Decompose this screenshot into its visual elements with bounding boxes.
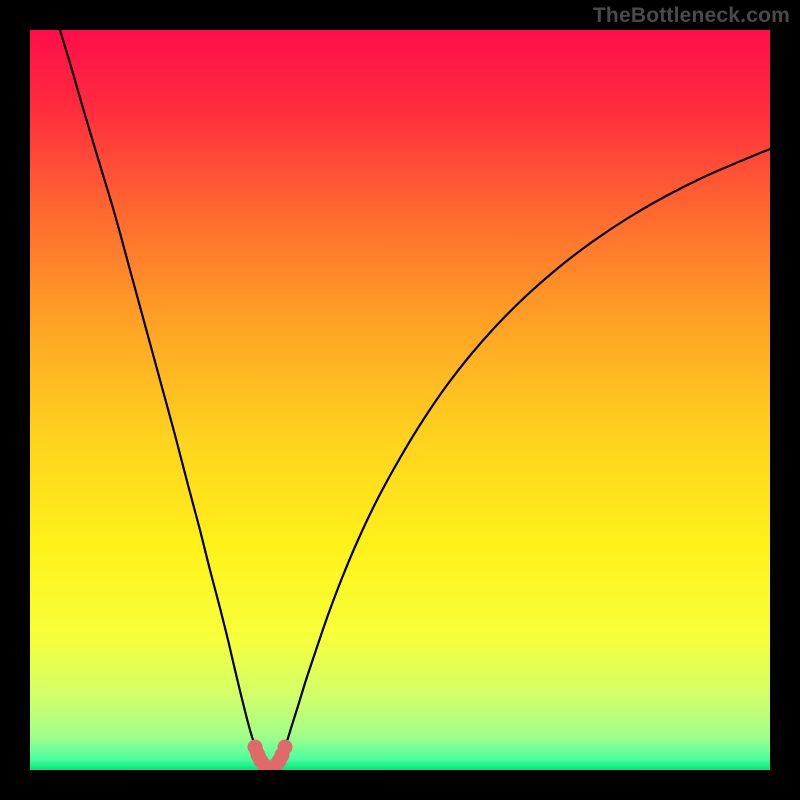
outer-frame: TheBottleneck.com: [0, 0, 800, 800]
watermark-text: TheBottleneck.com: [593, 4, 790, 28]
bottleneck-curve: [30, 30, 770, 770]
plot-area: [30, 30, 770, 770]
